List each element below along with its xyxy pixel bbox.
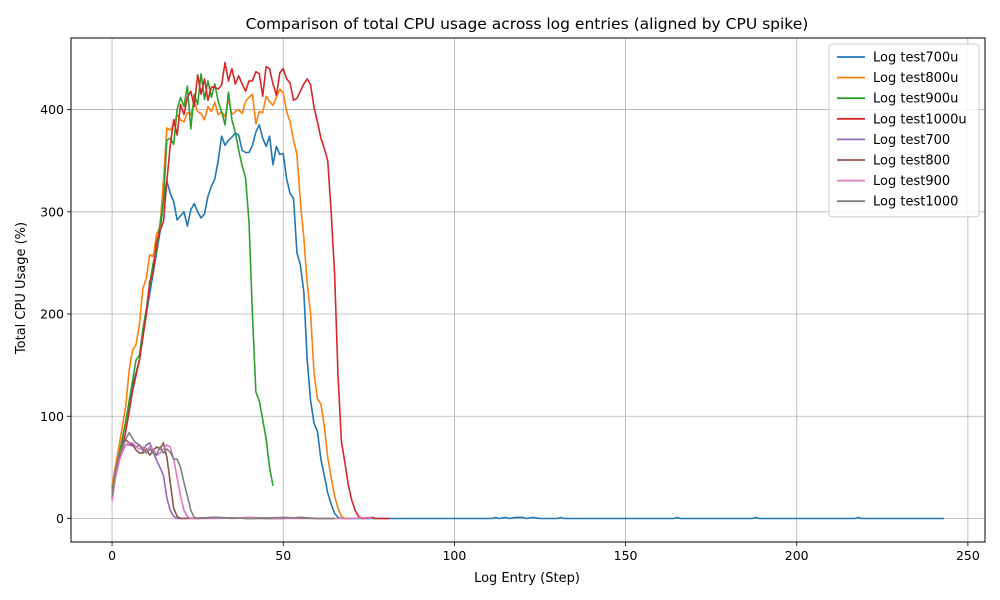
legend-label: Log test900u <box>873 92 958 107</box>
x-tick-label: 50 <box>275 548 291 563</box>
x-tick-label: 250 <box>956 548 980 563</box>
x-tick-label: 200 <box>785 548 809 563</box>
series-line-log-test900u <box>111 72 274 491</box>
series-line-log-test1000u <box>111 61 390 520</box>
series-line-log-test700u <box>111 124 944 520</box>
plot-lines <box>111 61 944 520</box>
series-line-log-test700 <box>111 442 284 520</box>
x-axis-label: Log Entry (Step) <box>474 571 580 586</box>
legend-label: Log test800 <box>873 154 950 169</box>
legend-label: Log test700u <box>873 51 958 66</box>
legend-label: Log test1000 <box>873 195 958 210</box>
legend-box <box>828 43 980 218</box>
legend-label: Log test1000u <box>873 112 967 127</box>
x-axis-ticks: 0 50 100 150 200 250 <box>108 542 980 563</box>
legend-label: Log test900 <box>873 174 950 189</box>
series-line-log-test1000 <box>111 431 335 520</box>
y-axis-label: Total CPU Usage (%) <box>14 222 29 355</box>
chart-title: Comparison of total CPU usage across log… <box>246 15 809 33</box>
legend: Log test700u Log test800u Log test900u Log … <box>828 43 980 218</box>
x-tick-label: 0 <box>108 548 116 563</box>
legend-label: Log test800u <box>873 71 958 86</box>
y-axis-ticks: 0 100 200 300 400 <box>40 102 71 526</box>
y-tick-label: 300 <box>40 204 64 219</box>
y-tick-label: 100 <box>40 409 64 424</box>
series-line-log-test900 <box>111 442 373 520</box>
y-tick-label: 400 <box>40 102 64 117</box>
x-tick-label: 150 <box>614 548 638 563</box>
y-tick-label: 200 <box>40 307 64 322</box>
x-tick-label: 100 <box>442 548 466 563</box>
y-tick-label: 0 <box>56 511 64 526</box>
legend-label: Log test700 <box>873 133 950 148</box>
series-line-log-test800u <box>111 88 352 520</box>
plot-frame <box>70 37 986 543</box>
